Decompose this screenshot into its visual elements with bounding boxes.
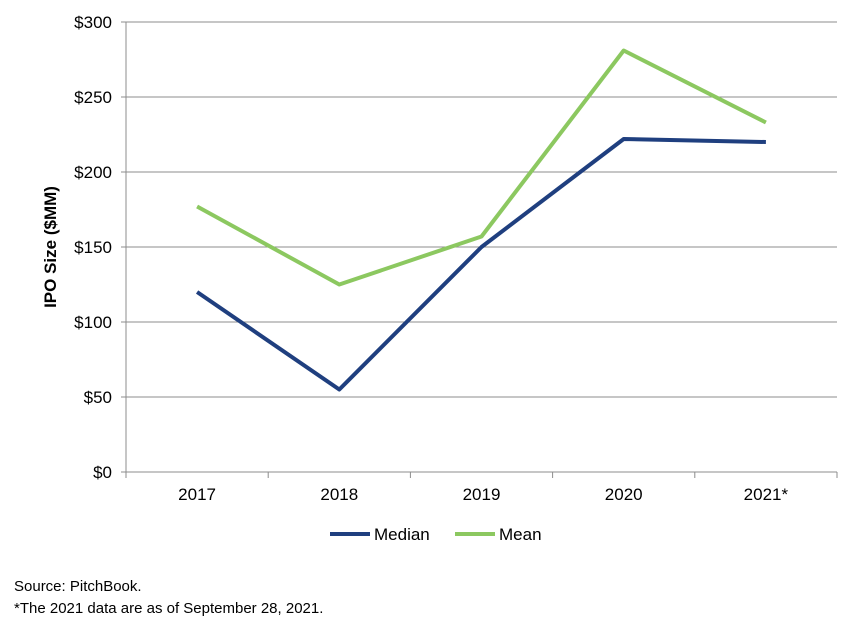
line-chart: $0 $50 $100 $150 $200 $250 $300 2017 2018 2019 202… (41, 13, 838, 544)
y-tick-label: $150 (74, 238, 112, 257)
legend-label-mean: Mean (499, 525, 542, 544)
source-note: Source: PitchBook. (14, 578, 142, 595)
legend: Median Mean (330, 525, 542, 544)
data-date-note: *The 2021 data are as of September 28, 2… (14, 600, 324, 617)
y-tick-label: $100 (74, 313, 112, 332)
x-tick-label: 2017 (178, 485, 216, 504)
x-tick-label: 2018 (320, 485, 358, 504)
series-line-median (195, 137, 766, 392)
gridlines (126, 21, 837, 398)
legend-label-median: Median (374, 525, 430, 544)
y-tick-label: $300 (74, 13, 112, 32)
y-tick-label: $250 (74, 88, 112, 107)
x-tick-label: 2019 (463, 485, 501, 504)
y-tick-label: $50 (84, 388, 112, 407)
series-lines (195, 48, 767, 392)
tick-labels: $0 $50 $100 $150 $200 $250 $300 2017 2018 2019 202… (74, 13, 788, 504)
y-tick-label: $200 (74, 163, 112, 182)
axes (121, 21, 838, 478)
y-axis-title: IPO Size ($MM) (41, 186, 60, 308)
x-tick-label: 2021* (744, 485, 789, 504)
x-tick-label: 2020 (605, 485, 643, 504)
y-tick-label: $0 (93, 463, 112, 482)
